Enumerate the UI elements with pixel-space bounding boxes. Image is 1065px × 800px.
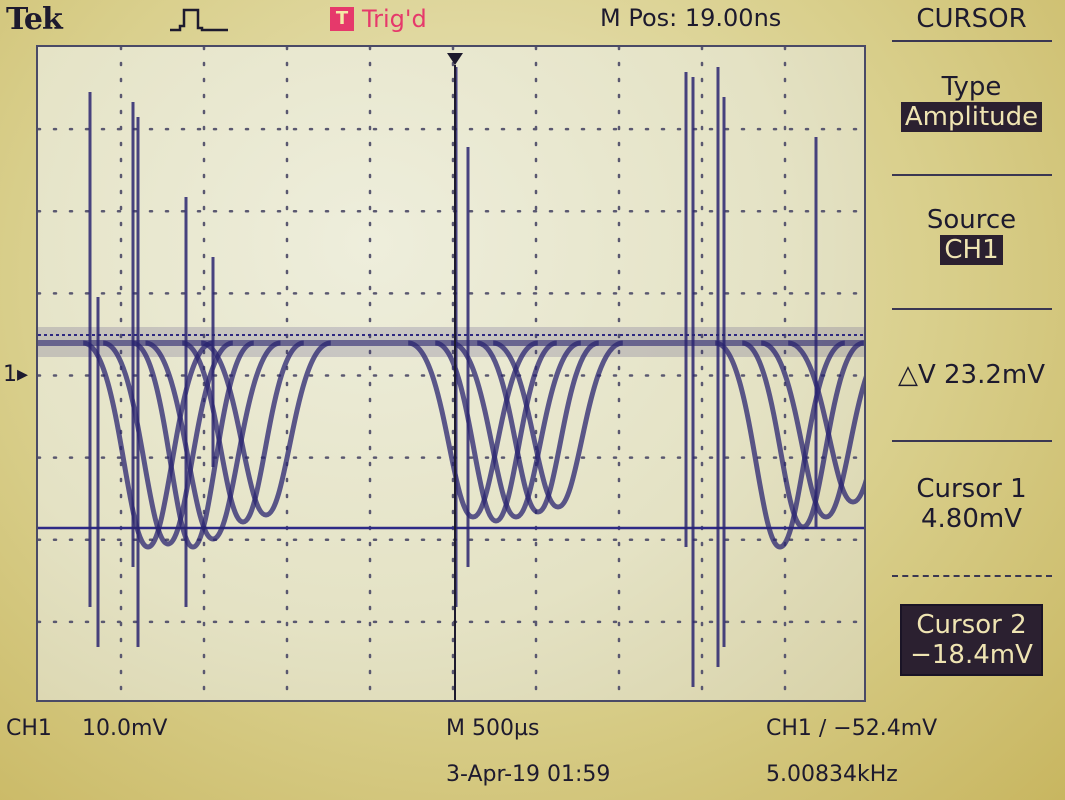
waveform-dip [200,340,332,518]
menu-divider [892,174,1052,176]
menu-divider [892,308,1052,310]
trigger-icon: T [330,7,354,31]
cursor1-value: 4.80mV [920,504,1022,534]
cursor2-label: Cursor 2 [916,610,1027,640]
menu-divider [892,440,1052,442]
trigger-position-marker [447,53,463,65]
ch1-scale: 10.0mV [82,716,168,741]
waveform-dip [741,340,864,530]
source-label: Source [926,205,1017,235]
waveform-graticule [38,47,864,700]
delta-v-readout: △V 23.2mV [897,360,1046,390]
trigger-frequency: 5.00834kHz [766,762,898,787]
waveform-dip [450,340,582,520]
menu-divider [892,40,1052,42]
cursor-menu-panel: CURSOR Type Amplitude Source CH1 △V 23.2… [878,0,1065,710]
type-value: Amplitude [900,102,1043,132]
waveform-dip [760,340,864,520]
m-pos-readout: M Pos: 19.00ns [600,4,782,32]
waveform-dip [181,340,305,525]
channel1-marker-label: 1 [3,362,17,387]
cursor2-option[interactable]: Cursor 2 −18.4mV [878,604,1065,676]
ch1-label: CH1 [6,716,52,741]
waveform-display [36,45,866,702]
waveform-dip [476,340,600,515]
brand-logo: Tek [6,2,63,37]
cursor1-option[interactable]: Cursor 1 4.80mV [878,474,1065,534]
trigger-status: T Trig'd [330,4,427,34]
cursor2-value: −18.4mV [910,640,1033,670]
type-label: Type [941,72,1002,102]
waveform-dip [434,340,558,524]
waveform-dip [144,340,282,542]
date-time: 3-Apr-19 01:59 [446,762,611,787]
channel1-ground-marker: 1▸ [3,362,29,387]
top-bar: Tek T Trig'd M Pos: 19.00ns [0,0,880,42]
source-value: CH1 [940,235,1003,265]
cursor1-label: Cursor 1 [916,474,1027,504]
menu-divider [892,575,1052,577]
trigger-level-readout: CH1 ∕ −52.4mV [766,716,938,741]
pulse-trigger-icon [170,8,228,32]
menu-title: CURSOR [916,4,1027,34]
trigger-status-text: Trig'd [362,5,427,33]
timebase-readout: M 500µs [446,716,540,741]
type-option[interactable]: Type Amplitude [878,72,1065,132]
waveform-dip [492,340,624,510]
waveform-dip [407,340,539,520]
source-option[interactable]: Source CH1 [878,205,1065,265]
